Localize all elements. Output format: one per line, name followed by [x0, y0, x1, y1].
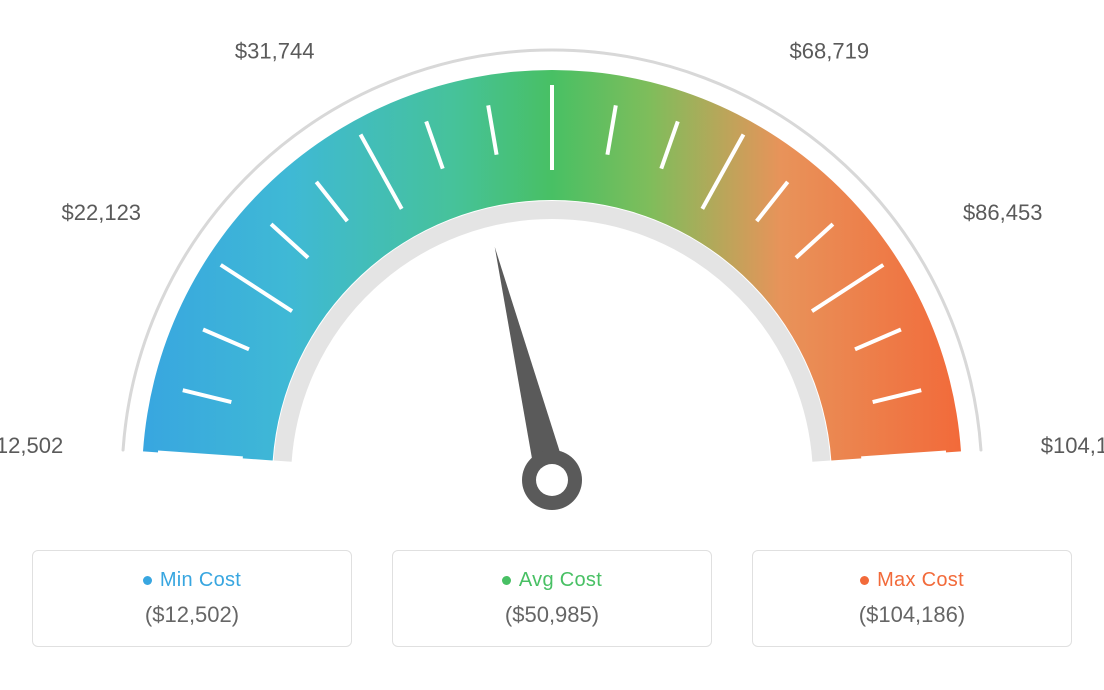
svg-text:$68,719: $68,719: [790, 38, 870, 63]
legend-card-max: Max Cost ($104,186): [752, 550, 1072, 647]
legend-value-min: ($12,502): [43, 602, 341, 628]
legend-label-avg: Avg Cost: [403, 569, 701, 592]
legend-label-text: Max Cost: [877, 569, 964, 592]
svg-text:$22,123: $22,123: [62, 200, 142, 225]
svg-text:$104,186: $104,186: [1041, 433, 1104, 458]
legend-row: Min Cost ($12,502) Avg Cost ($50,985) Ma…: [0, 550, 1104, 647]
legend-label-text: Avg Cost: [519, 569, 602, 592]
legend-card-min: Min Cost ($12,502): [32, 550, 352, 647]
svg-text:$86,453: $86,453: [963, 200, 1043, 225]
svg-text:$50,985: $50,985: [512, 0, 592, 2]
gauge-svg: $12,502 $22,123 $31,744 $50,985 $68,719 $86,4…: [0, 0, 1104, 540]
legend-label-max: Max Cost: [763, 569, 1061, 592]
cost-gauge-widget: $12,502 $22,123 $31,744 $50,985 $68,719 $86,4…: [0, 0, 1104, 690]
legend-label-text: Min Cost: [160, 569, 241, 592]
gauge-area: $12,502 $22,123 $31,744 $50,985 $68,719 $86,4…: [0, 0, 1104, 540]
legend-card-avg: Avg Cost ($50,985): [392, 550, 712, 647]
svg-text:$12,502: $12,502: [0, 433, 63, 458]
legend-label-min: Min Cost: [43, 569, 341, 592]
legend-value-max: ($104,186): [763, 602, 1061, 628]
legend-value-avg: ($50,985): [403, 602, 701, 628]
dot-icon: [860, 576, 869, 585]
dot-icon: [143, 576, 152, 585]
dot-icon: [502, 576, 511, 585]
svg-text:$31,744: $31,744: [235, 38, 315, 63]
